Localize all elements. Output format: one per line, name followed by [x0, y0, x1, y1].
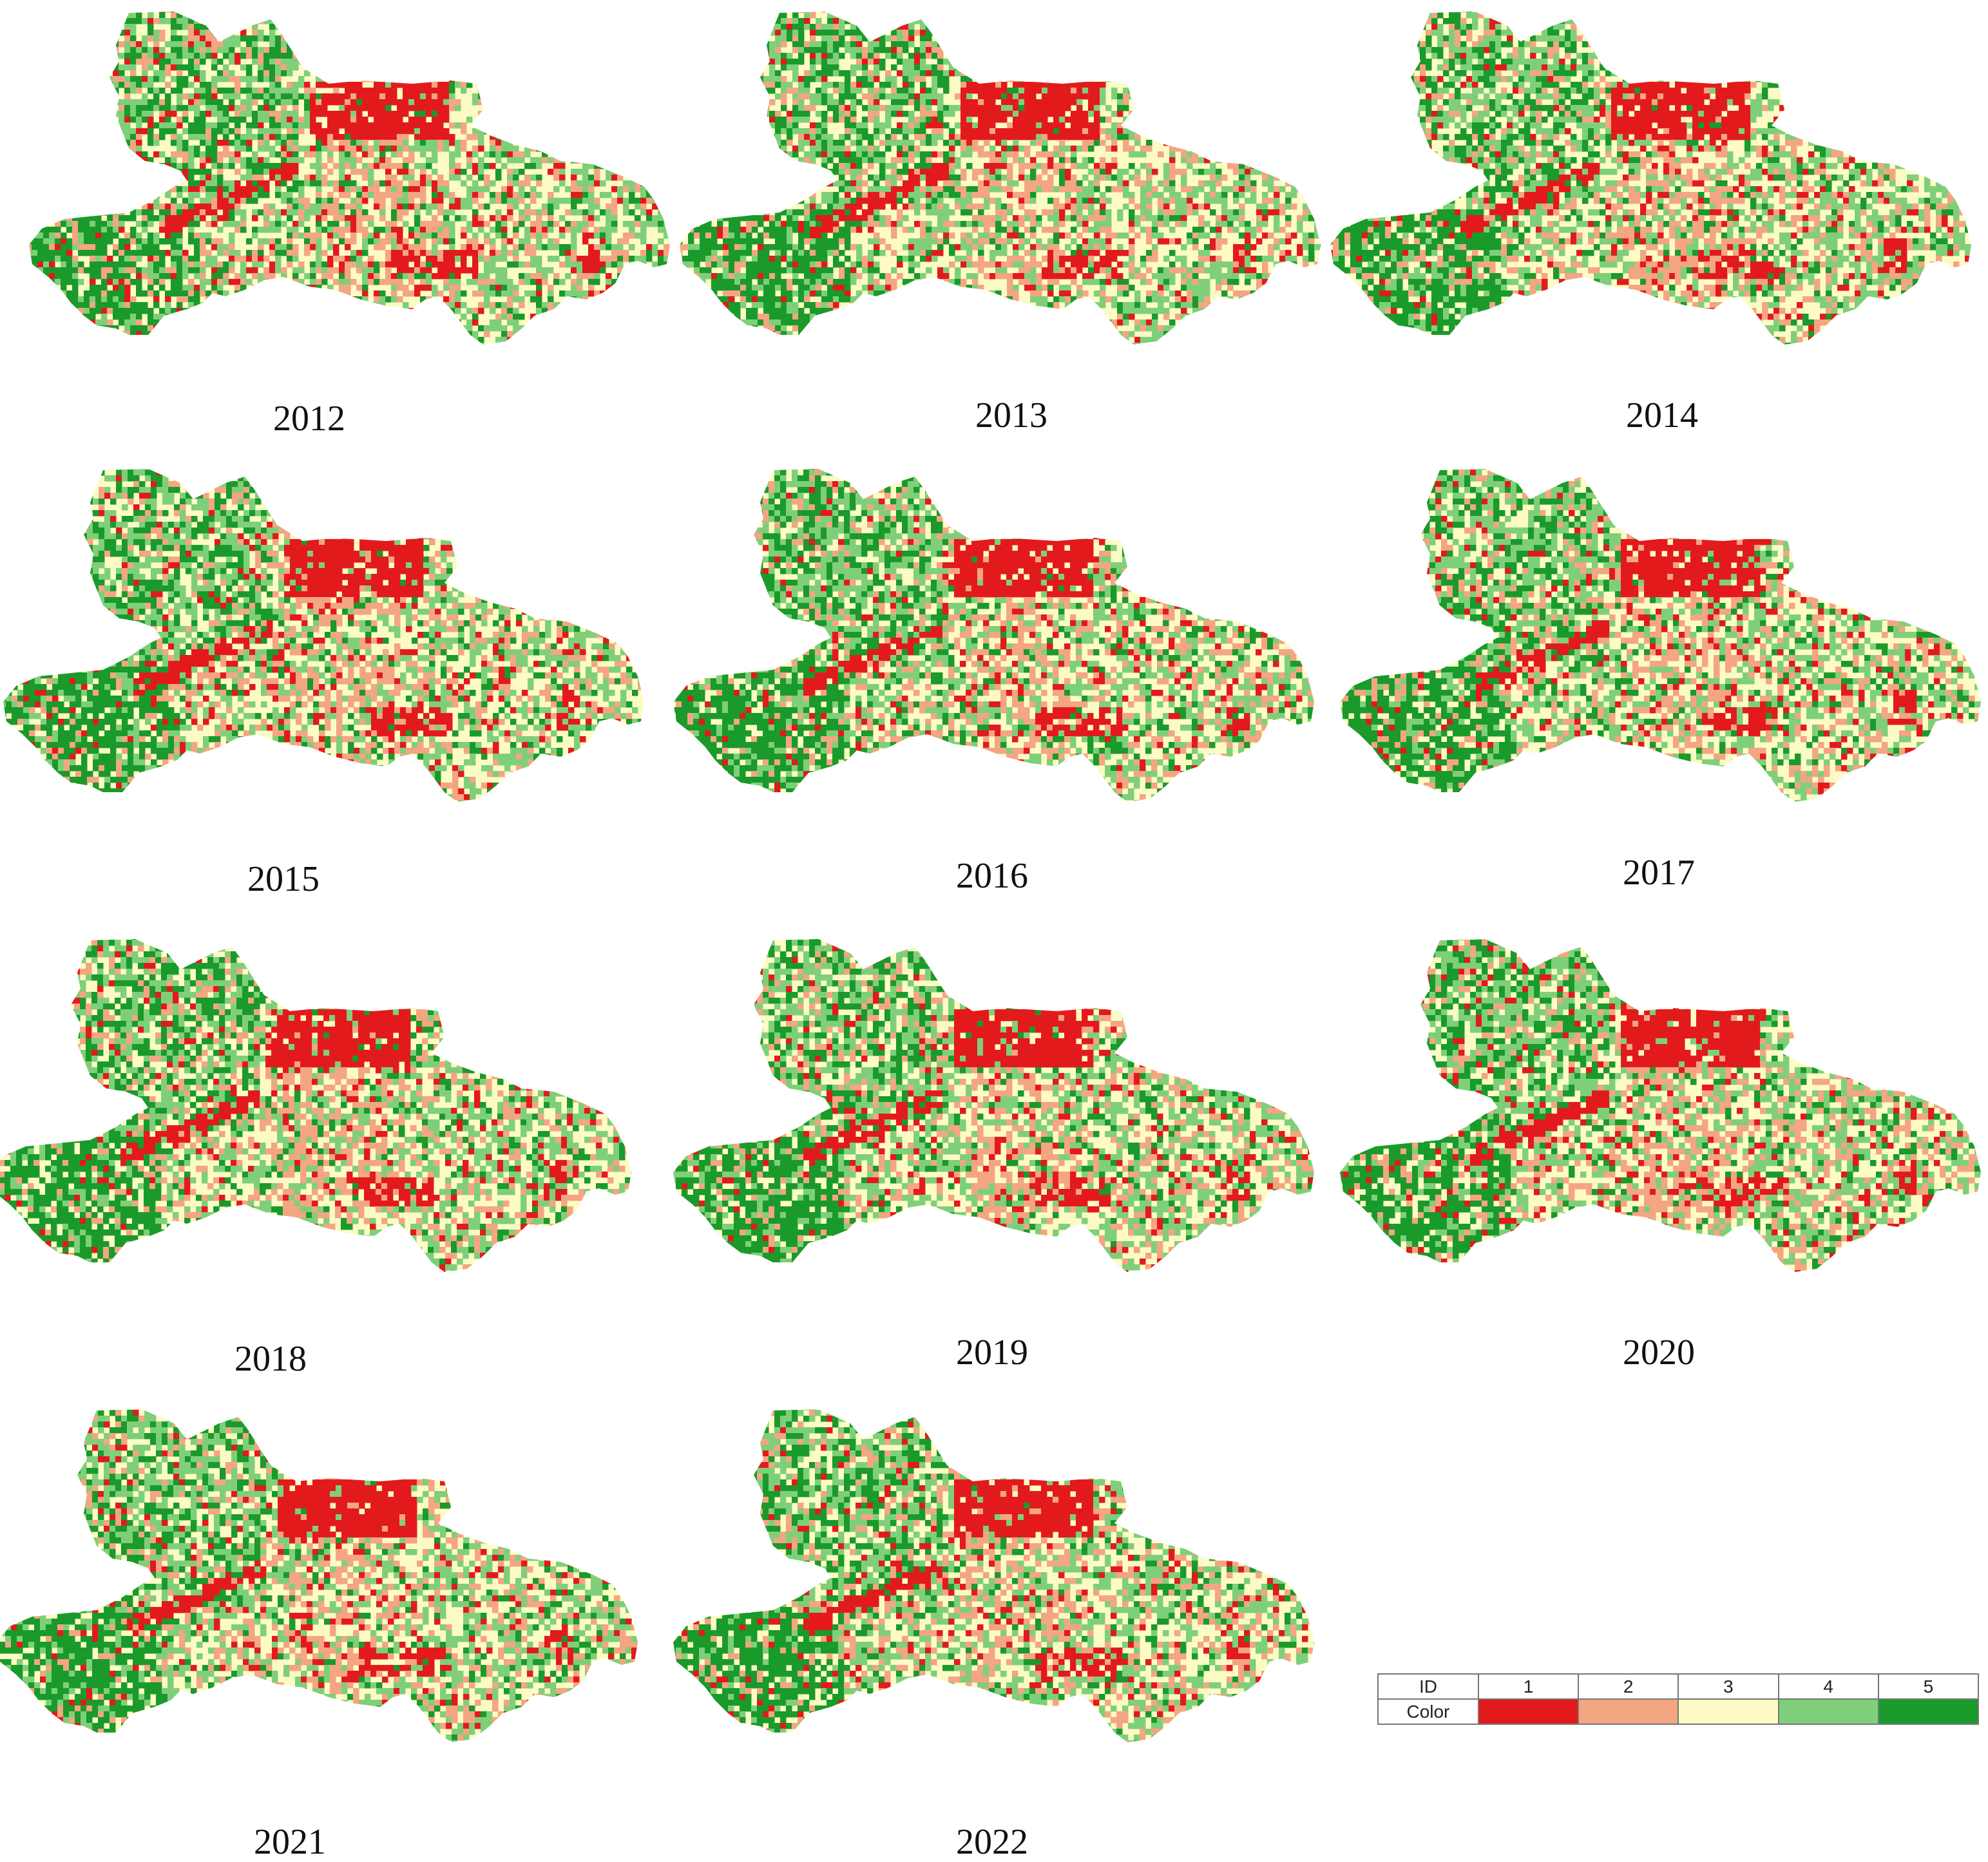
map-raster-2013 — [680, 12, 1321, 345]
year-label-2013: 2013 — [689, 396, 1333, 435]
year-label-2015: 2015 — [0, 860, 606, 898]
map-panel-2017: 2017 — [1337, 464, 1981, 892]
classified-map-2021 — [0, 1409, 638, 1742]
classified-map-2019 — [673, 939, 1314, 1272]
classified-map-2013 — [680, 12, 1321, 345]
map-raster-2020 — [1340, 939, 1981, 1272]
year-label-2017: 2017 — [1337, 853, 1981, 892]
classified-map-2017 — [1340, 469, 1981, 802]
map-raster-2022 — [673, 1409, 1314, 1742]
map-panel-2022: 2022 — [670, 1404, 1314, 1861]
classified-map-2014 — [1330, 12, 1971, 345]
classified-map-2018 — [0, 939, 631, 1272]
map-panel-2013: 2013 — [676, 6, 1321, 435]
map-raster-2015 — [3, 469, 644, 802]
map-panel-2018: 2018 — [0, 934, 631, 1378]
year-label-2014: 2014 — [1340, 396, 1984, 435]
year-label-2022: 2022 — [670, 1823, 1314, 1861]
legend-id-header: ID — [1377, 1673, 1479, 1700]
legend-swatch-3 — [1677, 1698, 1779, 1725]
year-label-2018: 2018 — [0, 1340, 593, 1378]
classified-map-2022 — [673, 1409, 1314, 1742]
map-panel-2014: 2014 — [1327, 6, 1971, 435]
legend-color-row: Color — [1377, 1698, 1980, 1725]
year-label-2020: 2020 — [1337, 1333, 1981, 1372]
map-panel-2019: 2019 — [670, 934, 1314, 1372]
legend-swatch-4 — [1777, 1698, 1879, 1725]
classified-map-2016 — [673, 469, 1314, 802]
classified-map-2015 — [3, 469, 644, 802]
legend-id-2: 2 — [1578, 1673, 1679, 1700]
legend-id-1: 1 — [1477, 1673, 1580, 1700]
map-raster-2016 — [673, 469, 1314, 802]
legend-id-3: 3 — [1677, 1673, 1779, 1700]
year-label-2012: 2012 — [0, 399, 631, 438]
color-legend-table: ID 1 2 3 4 5 Color — [1377, 1673, 1980, 1725]
legend-id-row: ID 1 2 3 4 5 — [1377, 1673, 1980, 1700]
year-label-2016: 2016 — [670, 857, 1314, 895]
map-raster-2017 — [1340, 469, 1981, 802]
map-raster-2021 — [0, 1409, 638, 1742]
legend-id-5: 5 — [1877, 1673, 1980, 1700]
map-panel-2020: 2020 — [1337, 934, 1981, 1372]
map-panel-2015: 2015 — [0, 464, 644, 898]
map-raster-2014 — [1330, 12, 1971, 345]
legend-swatch-1 — [1477, 1698, 1580, 1725]
map-panel-2016: 2016 — [670, 464, 1314, 895]
year-label-2021: 2021 — [0, 1823, 612, 1861]
legend-color-header: Color — [1377, 1698, 1479, 1725]
legend-swatch-5 — [1877, 1698, 1980, 1725]
legend-id-4: 4 — [1777, 1673, 1879, 1700]
classified-map-2012 — [29, 12, 670, 345]
year-label-2019: 2019 — [670, 1333, 1314, 1372]
map-panel-2021: 2021 — [0, 1404, 638, 1861]
legend-swatch-2 — [1578, 1698, 1679, 1725]
map-raster-2018 — [0, 939, 631, 1272]
map-raster-2012 — [29, 12, 670, 345]
map-panel-2012: 2012 — [26, 6, 670, 438]
classified-map-2020 — [1340, 939, 1981, 1272]
map-raster-2019 — [673, 939, 1314, 1272]
